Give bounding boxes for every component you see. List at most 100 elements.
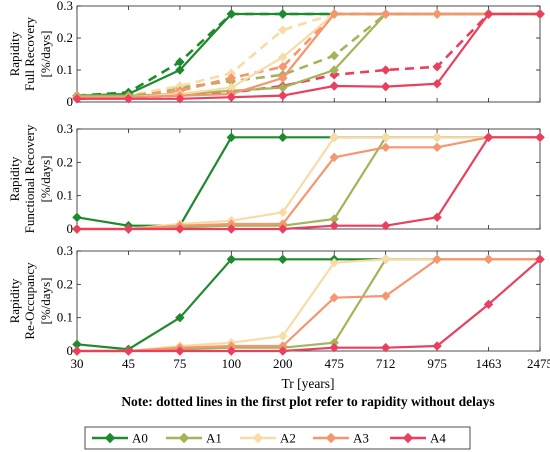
series-a1-solid xyxy=(72,132,545,234)
data-point xyxy=(226,254,237,265)
data-point xyxy=(329,152,339,163)
legend-swatch-marker xyxy=(104,432,116,444)
data-point xyxy=(72,346,82,356)
data-point xyxy=(226,9,237,19)
data-point xyxy=(278,331,288,341)
series-line xyxy=(77,136,540,231)
series-a4-solid xyxy=(72,9,545,104)
y-tick-label: 0 xyxy=(67,94,74,109)
series-a2-solid xyxy=(72,132,545,234)
y-axis-label-line: [%/days] xyxy=(38,31,53,78)
data-point xyxy=(123,346,134,356)
series-line xyxy=(76,258,540,351)
data-point xyxy=(226,224,237,234)
legend-item-a4: A4 xyxy=(390,431,446,446)
y-tick-label: 0.2 xyxy=(57,154,73,169)
data-point xyxy=(380,291,391,301)
data-point xyxy=(432,9,442,19)
data-point xyxy=(432,212,442,223)
data-point xyxy=(278,9,288,19)
data-point xyxy=(432,142,442,153)
y-tick-label: 0 xyxy=(67,343,74,358)
x-axis-label: Tr [years] xyxy=(281,376,334,391)
data-point xyxy=(329,9,339,19)
x-tick-label: 475 xyxy=(324,356,344,371)
data-point xyxy=(432,79,442,89)
data-point xyxy=(380,132,391,143)
data-point xyxy=(226,73,237,83)
data-point xyxy=(329,81,339,91)
data-point xyxy=(483,254,494,265)
series-line xyxy=(77,12,540,100)
x-tick-label: 75 xyxy=(173,356,186,371)
data-point xyxy=(483,299,494,310)
chart-note: Note: dotted lines in the first plot ref… xyxy=(121,394,494,409)
plot-frame xyxy=(76,250,541,352)
data-point xyxy=(535,9,545,19)
panel-2: 0 0.1 0.2 0.3 Rapidity Functional Recovery [%/… xyxy=(7,121,545,236)
legend-label: A0 xyxy=(132,431,148,446)
data-point xyxy=(278,224,288,234)
data-point xyxy=(278,254,288,265)
y-axis-label-line: Rapidity xyxy=(7,31,22,76)
data-point xyxy=(278,73,288,83)
series-a4-dashed xyxy=(72,9,545,104)
data-point xyxy=(226,132,237,143)
data-point xyxy=(72,212,82,223)
y-tick-label: 0 xyxy=(67,221,74,236)
x-axis: 30 45 75 100 200 475 712 975 1463 2475 xyxy=(71,356,550,371)
x-tick-label: 1463 xyxy=(476,356,502,371)
data-point xyxy=(278,90,288,101)
data-point xyxy=(329,220,339,231)
data-point xyxy=(278,207,288,218)
y-axis-label-line: Rapidity xyxy=(7,156,22,201)
legend-item-a0: A0 xyxy=(92,431,148,446)
data-point xyxy=(175,224,185,234)
data-point xyxy=(432,341,442,351)
series-line xyxy=(77,136,540,231)
data-point xyxy=(72,224,82,234)
legend-label: A3 xyxy=(353,431,369,446)
series-a4-solid xyxy=(72,132,545,234)
series-line xyxy=(77,258,540,353)
data-point xyxy=(175,65,185,75)
data-point xyxy=(380,81,391,92)
plot-frame xyxy=(76,128,541,230)
data-point xyxy=(226,346,237,356)
x-tick-label: 200 xyxy=(273,356,293,371)
series-a0-solid xyxy=(72,9,545,101)
data-point xyxy=(329,292,339,303)
data-point xyxy=(175,312,185,323)
series-a0-solid xyxy=(72,254,545,355)
y-tick-label: 0.2 xyxy=(57,276,73,291)
data-point xyxy=(483,9,494,19)
data-point xyxy=(278,346,288,356)
plot-frame xyxy=(76,5,541,103)
legend-swatch-marker xyxy=(325,432,337,444)
y-tick-label: 0.1 xyxy=(57,62,73,77)
data-point xyxy=(380,9,391,19)
y-tick-label: 0.1 xyxy=(57,188,73,203)
data-point xyxy=(278,52,288,62)
panel-3: 0 0.1 0.2 0.3 Rapidity Re-Occupancy [%/days] xyxy=(7,243,545,358)
legend-swatch-marker xyxy=(178,432,190,444)
series-line xyxy=(76,136,540,227)
legend-label: A4 xyxy=(430,431,446,446)
data-point xyxy=(329,257,339,268)
x-tick-label: 30 xyxy=(71,356,84,371)
legend-label: A1 xyxy=(206,431,222,446)
legend-swatch-marker xyxy=(402,432,414,444)
series-line xyxy=(77,136,540,231)
data-point xyxy=(483,132,494,143)
data-point xyxy=(329,70,339,80)
legend-item-a2: A2 xyxy=(240,431,296,446)
legend: A0 A1 A2 A3 A4 xyxy=(84,426,471,450)
y-axis-label-line: Full Recovery xyxy=(22,16,37,91)
legend-label: A2 xyxy=(280,431,296,446)
data-point xyxy=(432,132,442,143)
data-point xyxy=(329,342,339,353)
series-a3-solid xyxy=(72,132,545,234)
data-point xyxy=(175,346,185,356)
